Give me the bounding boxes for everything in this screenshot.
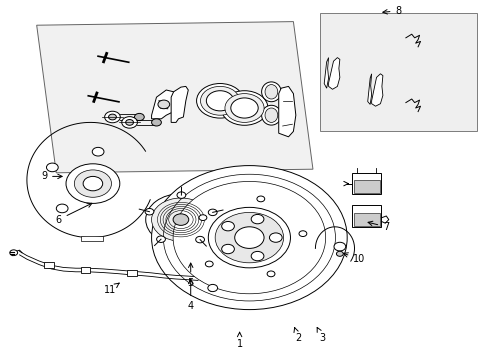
Circle shape	[230, 98, 258, 118]
Circle shape	[251, 215, 264, 224]
Ellipse shape	[264, 85, 277, 99]
Circle shape	[177, 192, 185, 198]
Text: 5: 5	[187, 263, 193, 288]
Circle shape	[122, 117, 137, 128]
Circle shape	[173, 214, 188, 225]
Circle shape	[221, 221, 234, 231]
Polygon shape	[151, 90, 173, 119]
Text: 6: 6	[56, 203, 92, 225]
Circle shape	[269, 233, 282, 242]
Ellipse shape	[261, 82, 281, 102]
Text: 1: 1	[236, 332, 242, 349]
Polygon shape	[324, 58, 328, 88]
Circle shape	[156, 236, 165, 242]
Polygon shape	[353, 213, 379, 226]
Ellipse shape	[261, 105, 281, 125]
Circle shape	[108, 114, 116, 120]
Text: 4: 4	[187, 279, 193, 311]
Bar	[127, 270, 137, 276]
Circle shape	[83, 176, 102, 191]
Circle shape	[208, 207, 290, 268]
Circle shape	[74, 170, 111, 197]
Circle shape	[151, 119, 161, 126]
Circle shape	[266, 271, 274, 277]
Circle shape	[158, 100, 169, 109]
Circle shape	[256, 196, 264, 202]
Text: 8: 8	[382, 6, 401, 16]
Circle shape	[333, 242, 345, 251]
Polygon shape	[37, 22, 312, 173]
Circle shape	[206, 91, 233, 111]
Circle shape	[145, 208, 154, 215]
Circle shape	[196, 84, 243, 118]
Text: 7: 7	[367, 221, 388, 232]
Polygon shape	[371, 74, 382, 106]
Circle shape	[208, 209, 217, 216]
Circle shape	[56, 204, 68, 213]
Circle shape	[200, 86, 239, 115]
Polygon shape	[353, 180, 379, 193]
Polygon shape	[367, 74, 371, 104]
Circle shape	[199, 215, 206, 221]
Circle shape	[151, 198, 210, 241]
Text: 2: 2	[293, 328, 301, 343]
Circle shape	[336, 251, 343, 256]
Circle shape	[205, 261, 213, 267]
Circle shape	[151, 166, 346, 310]
Circle shape	[145, 194, 216, 246]
Polygon shape	[171, 86, 188, 122]
Circle shape	[215, 212, 283, 263]
Circle shape	[298, 231, 306, 237]
Circle shape	[66, 164, 120, 203]
Text: 10: 10	[343, 253, 365, 264]
Bar	[81, 267, 90, 273]
Text: 9: 9	[41, 171, 62, 181]
Polygon shape	[328, 58, 339, 89]
Circle shape	[134, 113, 144, 121]
Text: 11: 11	[103, 283, 119, 295]
Circle shape	[104, 111, 120, 123]
Text: 3: 3	[317, 328, 325, 343]
Circle shape	[207, 284, 217, 292]
Bar	[44, 262, 54, 268]
Polygon shape	[351, 205, 381, 227]
Circle shape	[251, 251, 264, 261]
Ellipse shape	[264, 108, 277, 122]
Circle shape	[46, 163, 58, 172]
Polygon shape	[81, 236, 102, 241]
Polygon shape	[320, 13, 476, 131]
Polygon shape	[278, 86, 295, 137]
Circle shape	[10, 250, 18, 256]
Circle shape	[125, 120, 133, 125]
Circle shape	[224, 94, 264, 122]
Circle shape	[195, 237, 204, 243]
Circle shape	[92, 147, 104, 156]
Circle shape	[173, 181, 325, 294]
Circle shape	[221, 91, 267, 125]
Circle shape	[234, 227, 264, 248]
Polygon shape	[351, 173, 381, 194]
Circle shape	[221, 244, 234, 254]
